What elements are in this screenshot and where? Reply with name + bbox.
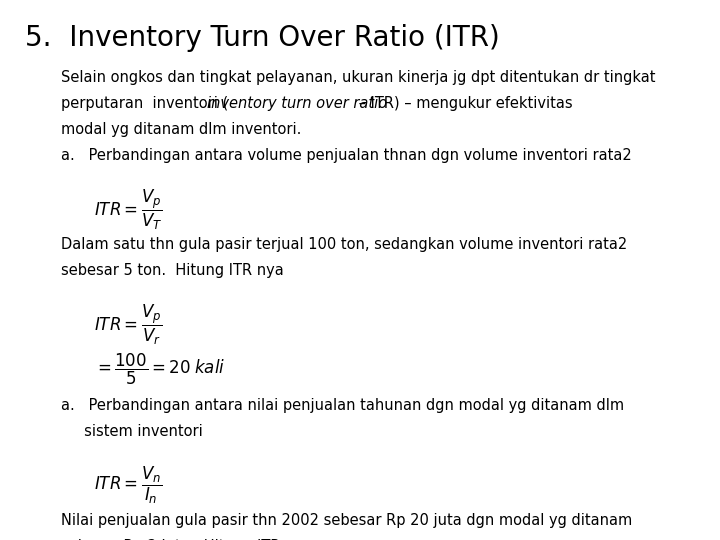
Text: Dalam satu thn gula pasir terjual 100 ton, sedangkan volume inventori rata2: Dalam satu thn gula pasir terjual 100 to… bbox=[61, 237, 627, 252]
Text: Nilai penjualan gula pasir thn 2002 sebesar Rp 20 juta dgn modal yg ditanam: Nilai penjualan gula pasir thn 2002 sebe… bbox=[61, 513, 632, 528]
Text: sebesar Rp 2 juta.  Hitung ITR: sebesar Rp 2 juta. Hitung ITR bbox=[61, 539, 281, 540]
Text: – ITR) – mengukur efektivitas: – ITR) – mengukur efektivitas bbox=[354, 96, 573, 111]
Text: a.   Perbandingan antara nilai penjualan tahunan dgn modal yg ditanam dlm: a. Perbandingan antara nilai penjualan t… bbox=[61, 398, 624, 413]
Text: $ITR = \dfrac{V_n}{I_n}$: $ITR = \dfrac{V_n}{I_n}$ bbox=[94, 464, 162, 505]
Text: sistem inventori: sistem inventori bbox=[61, 424, 203, 439]
Text: perputaran  inventori (: perputaran inventori ( bbox=[61, 96, 228, 111]
Text: modal yg ditanam dlm inventori.: modal yg ditanam dlm inventori. bbox=[61, 122, 302, 137]
Text: Selain ongkos dan tingkat pelayanan, ukuran kinerja jg dpt ditentukan dr tingkat: Selain ongkos dan tingkat pelayanan, uku… bbox=[61, 70, 656, 85]
Text: $ITR = \dfrac{V_p}{V_T}$: $ITR = \dfrac{V_p}{V_T}$ bbox=[94, 188, 162, 232]
Text: 5.  Inventory Turn Over Ratio (ITR): 5. Inventory Turn Over Ratio (ITR) bbox=[25, 24, 500, 52]
Text: $= \dfrac{100}{5} = 20\;\mathit{kali}$: $= \dfrac{100}{5} = 20\;\mathit{kali}$ bbox=[94, 352, 225, 387]
Text: $ITR = \dfrac{V_p}{V_r}$: $ITR = \dfrac{V_p}{V_r}$ bbox=[94, 303, 162, 347]
Text: inventory turn over ratio: inventory turn over ratio bbox=[207, 96, 387, 111]
Text: sebesar 5 ton.  Hitung ITR nya: sebesar 5 ton. Hitung ITR nya bbox=[61, 263, 284, 278]
Text: a.   Perbandingan antara volume penjualan thnan dgn volume inventori rata2: a. Perbandingan antara volume penjualan … bbox=[61, 148, 632, 163]
